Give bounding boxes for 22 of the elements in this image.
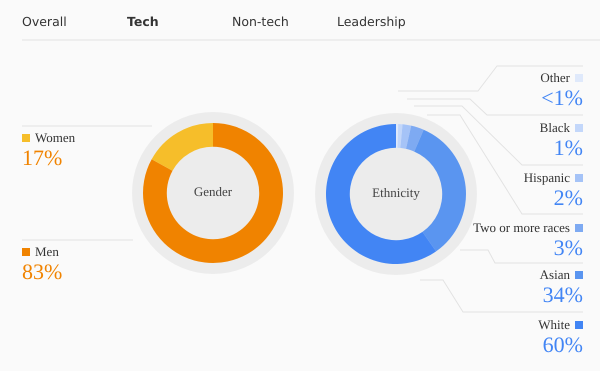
legend-label: Other	[540, 70, 570, 86]
legend-label: Women	[35, 130, 76, 146]
data-label: 34%	[542, 282, 583, 307]
data-label: 17%	[22, 145, 64, 170]
text: Tech	[127, 14, 160, 29]
data-label: 83%	[22, 259, 64, 284]
text: Non-tech	[232, 14, 290, 29]
legend-label: Men	[35, 244, 59, 260]
text: Leadership	[337, 14, 406, 29]
text: Overall	[22, 14, 68, 29]
data-label: 3%	[552, 235, 583, 260]
data-label: <1%	[540, 85, 583, 110]
text: Ethnicity	[371, 185, 421, 201]
legend-label: White	[538, 317, 570, 333]
data-label: 2%	[554, 185, 583, 210]
legend-label: Hispanic	[524, 170, 570, 186]
legend-label: Asian	[540, 267, 570, 283]
legend-label: Black	[540, 120, 570, 136]
text: Gender	[192, 184, 234, 200]
legend-label: Two or more races	[473, 220, 570, 236]
data-label: 60%	[542, 332, 583, 357]
data-label: 1%	[552, 135, 583, 160]
